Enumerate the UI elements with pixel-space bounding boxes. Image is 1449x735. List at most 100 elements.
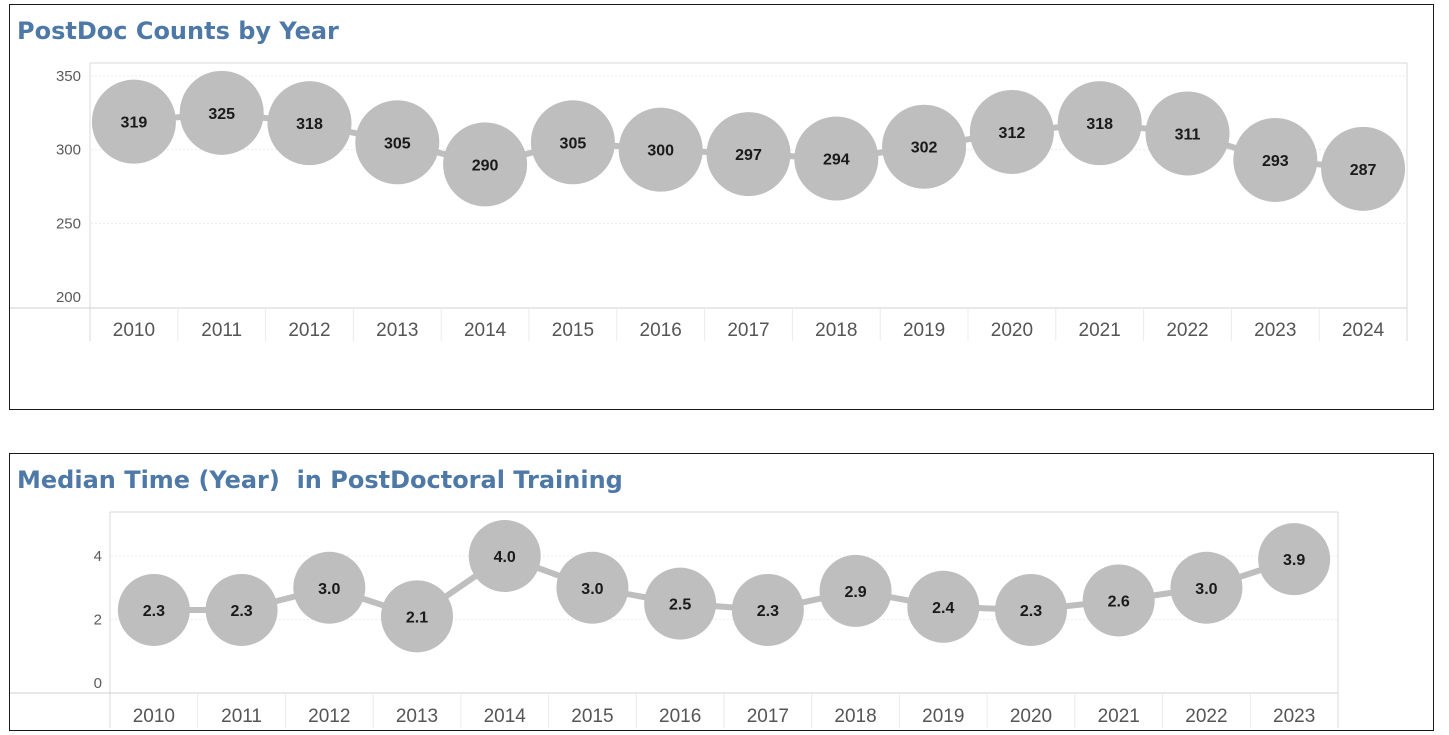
data-point[interactable] [443, 122, 528, 207]
x-tick-label: 2013 [376, 320, 418, 341]
data-point[interactable] [91, 79, 176, 164]
x-tick-label: 2011 [201, 320, 242, 341]
data-label: 300 [647, 143, 674, 160]
data-label: 2.5 [669, 597, 691, 614]
x-tick-label: 2018 [815, 320, 857, 341]
y-tick-label: 300 [56, 142, 81, 159]
x-tick-label: 2020 [991, 320, 1033, 341]
data-point[interactable] [907, 570, 980, 643]
data-point[interactable] [381, 580, 453, 653]
data-point[interactable] [205, 573, 278, 646]
x-tick-label: 2019 [922, 706, 964, 727]
y-tick-label: 4 [94, 548, 102, 565]
data-point[interactable] [969, 89, 1054, 174]
x-tick-label: 2016 [659, 706, 701, 727]
data-point[interactable] [179, 70, 264, 155]
data-label: 4.0 [494, 549, 516, 566]
data-point[interactable] [706, 112, 791, 197]
x-tick-label: 2017 [747, 706, 789, 727]
data-point[interactable] [794, 116, 879, 201]
data-label: 318 [296, 116, 323, 133]
data-point[interactable] [117, 573, 190, 646]
data-label: 3.9 [1283, 552, 1305, 569]
data-label: 2.6 [1108, 593, 1130, 610]
data-label: 3.0 [1195, 581, 1217, 598]
plot-frame [10, 62, 1408, 341]
data-point[interactable] [267, 81, 352, 166]
postdoc-counts-panel: PostDoc Counts by Year 350 300 250 200 2010 2… [9, 4, 1434, 410]
data-point[interactable] [1082, 564, 1155, 637]
data-label: 293 [1262, 153, 1289, 170]
x-tick-label: 2017 [727, 320, 769, 341]
x-tick-label: 2022 [1185, 706, 1227, 727]
data-point[interactable] [882, 104, 967, 189]
y-tick-label: 350 [56, 68, 81, 85]
data-label: 290 [472, 157, 499, 174]
median-time-panel: Median Time (Year) in PostDoctoral Train… [9, 453, 1434, 731]
x-tick-label: 2013 [396, 706, 438, 727]
data-point[interactable] [819, 554, 892, 627]
x-tick-label: 2010 [133, 706, 175, 727]
x-tick-label: 2011 [221, 706, 262, 727]
data-label: 297 [735, 147, 762, 164]
y-tick-label: 2 [94, 612, 102, 629]
x-tick-label: 2015 [571, 706, 613, 727]
x-tick-label: 2012 [308, 706, 350, 727]
x-tick-label: 2022 [1166, 320, 1208, 341]
x-tick-label: 2014 [484, 706, 527, 727]
data-label: 311 [1175, 126, 1201, 143]
x-tick-label: 2023 [1273, 706, 1315, 727]
data-label: 2.4 [932, 600, 954, 617]
y-tick-label: 200 [56, 289, 81, 306]
y-tick-label: 250 [56, 215, 81, 232]
data-point[interactable] [556, 551, 629, 624]
data-point[interactable] [731, 573, 804, 646]
data-label: 2.1 [406, 609, 428, 626]
data-label: 325 [208, 106, 235, 123]
data-point[interactable] [1258, 523, 1331, 596]
x-tick-label: 2021 [1098, 706, 1140, 727]
chart-title: Median Time (Year) in PostDoctoral Train… [17, 466, 623, 494]
data-point[interactable] [995, 573, 1067, 646]
data-point[interactable] [468, 520, 541, 592]
data-label: 312 [999, 125, 1026, 142]
data-point[interactable] [1233, 117, 1318, 202]
data-label: 287 [1350, 162, 1377, 179]
x-tick-label: 2019 [903, 320, 945, 341]
data-point[interactable] [293, 551, 366, 624]
data-label: 2.3 [1020, 603, 1042, 620]
x-tick-label: 2021 [1079, 320, 1121, 341]
median-time-chart: 4 2 0 2010 2011 2012 2013 2014 2015 2016 2017 2018 2… [10, 511, 1339, 728]
data-label: 294 [823, 152, 850, 169]
data-point[interactable] [1321, 126, 1406, 211]
data-label: 3.0 [318, 581, 340, 598]
data-point[interactable] [355, 100, 440, 185]
data-label: 305 [384, 135, 411, 152]
x-tick-label: 2014 [464, 320, 507, 341]
x-tick-label: 2020 [1010, 706, 1052, 727]
data-label: 2.3 [757, 603, 779, 620]
data-point[interactable] [644, 567, 717, 640]
data-label: 3.0 [581, 581, 603, 598]
data-point[interactable] [1057, 81, 1142, 166]
data-label: 2.3 [143, 603, 165, 620]
postdoc-counts-chart: 350 300 250 200 2010 2011 2012 2013 2014 2015 2016… [10, 62, 1408, 341]
data-point[interactable] [618, 107, 703, 192]
plot-frame [10, 511, 1339, 728]
data-point[interactable] [530, 100, 615, 185]
x-tick-label: 2012 [288, 320, 330, 341]
data-label: 2.3 [230, 603, 252, 620]
x-tick-label: 2023 [1254, 320, 1296, 341]
y-tick-label: 0 [94, 675, 102, 692]
data-point[interactable] [1170, 551, 1243, 624]
data-point[interactable] [1145, 91, 1230, 176]
data-label: 302 [911, 140, 938, 157]
x-tick-label: 2018 [834, 706, 876, 727]
data-label: 2.9 [844, 584, 866, 601]
data-label: 305 [560, 135, 587, 152]
x-tick-label: 2015 [552, 320, 594, 341]
x-tick-label: 2024 [1342, 320, 1385, 341]
chart-title: PostDoc Counts by Year [17, 17, 339, 45]
data-label: 318 [1086, 116, 1113, 133]
data-label: 319 [121, 115, 148, 132]
